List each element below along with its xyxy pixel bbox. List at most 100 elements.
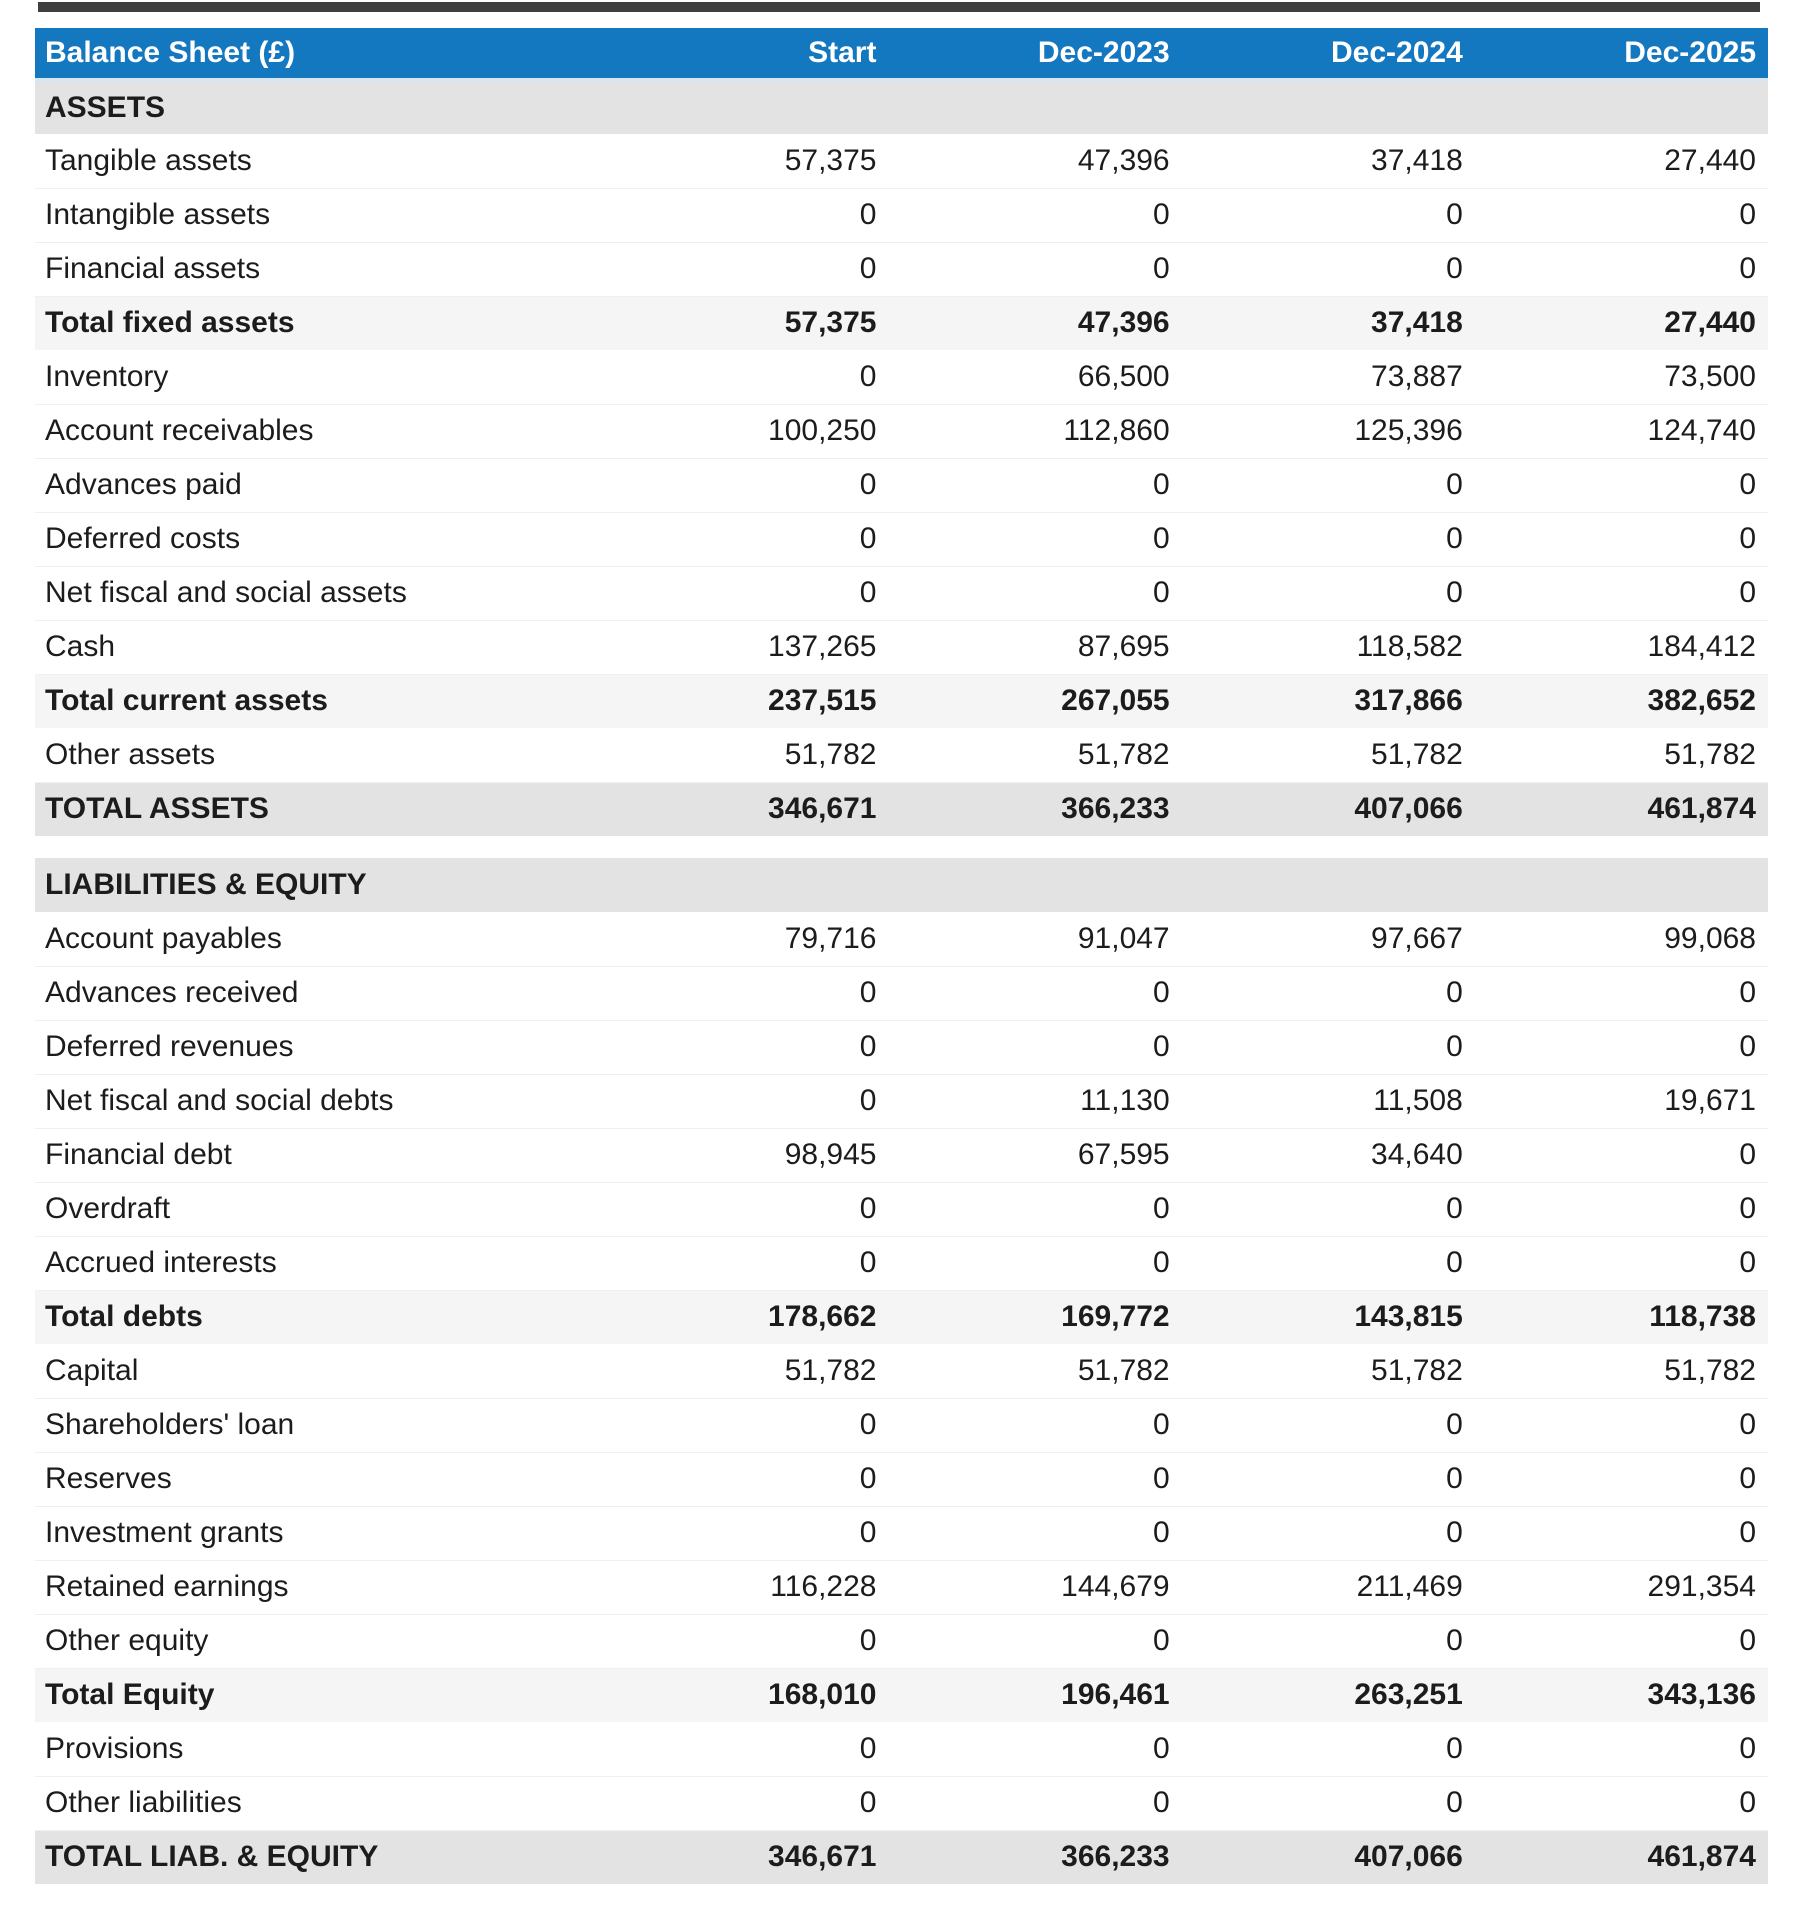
row-label: Capital bbox=[45, 1353, 139, 1387]
row-label: Net fiscal and social debts bbox=[45, 1084, 394, 1117]
cell-value: 112,860 bbox=[1063, 414, 1170, 447]
cell-value bbox=[1475, 858, 1768, 912]
row-label: TOTAL LIAB. & EQUITY bbox=[45, 1840, 379, 1874]
cell-value: 0 bbox=[1739, 198, 1756, 231]
cell-value: 91,047 bbox=[1077, 921, 1170, 955]
cell-value: 137,265 bbox=[768, 630, 877, 663]
cell-value: 51,782 bbox=[1371, 737, 1463, 771]
row-label: Other liabilities bbox=[45, 1786, 242, 1819]
cell-value: 0 bbox=[1152, 1786, 1170, 1819]
cell-value: 0 bbox=[859, 198, 877, 231]
table-row: Total fixed assets 57,375 47,396 37,418 27,4… bbox=[35, 296, 1768, 350]
cell-value: 0 bbox=[859, 976, 877, 1009]
cell-value: 51,782 bbox=[1371, 1353, 1463, 1387]
cell-value: 97,667 bbox=[1371, 921, 1463, 955]
cell-value: 0 bbox=[859, 1192, 877, 1225]
row-label: Intangible assets bbox=[45, 198, 271, 231]
cell-value: 0 bbox=[1152, 468, 1170, 501]
cell-value: 346,671 bbox=[768, 1840, 877, 1874]
cell-value: 0 bbox=[1152, 1731, 1170, 1765]
table-row: Capital 51,782 51,782 51,782 51,782 bbox=[35, 1344, 1768, 1398]
cell-value: 100,250 bbox=[768, 414, 877, 447]
cell-value: 0 bbox=[859, 1624, 877, 1657]
cell-value: 87,695 bbox=[1077, 630, 1170, 663]
row-label: Net fiscal and social assets bbox=[45, 576, 407, 609]
column-header-dec-2023: Dec-2023 bbox=[888, 28, 1182, 82]
table-row: Provisions 0 0 0 0 bbox=[35, 1722, 1768, 1776]
cell-value: 0 bbox=[1446, 1731, 1463, 1765]
cell-value: 0 bbox=[1446, 1246, 1463, 1279]
spacer-cell bbox=[35, 836, 1768, 858]
row-label: Advances received bbox=[45, 976, 299, 1009]
table-row: Account receivables 100,250 112,860 125,396… bbox=[35, 404, 1768, 458]
table-row: Tangible assets 57,375 47,396 37,418 27,440 bbox=[35, 134, 1768, 188]
cell-value: 0 bbox=[859, 1408, 877, 1441]
table-row: Shareholders' loan 0 0 0 0 bbox=[35, 1398, 1768, 1452]
cell-value: 0 bbox=[1446, 1786, 1463, 1819]
cell-value: 98,945 bbox=[784, 1138, 877, 1171]
row-label: Total fixed assets bbox=[45, 306, 295, 340]
cell-value: 0 bbox=[1446, 976, 1463, 1009]
cell-value: 0 bbox=[1152, 576, 1170, 609]
cell-value: 169,772 bbox=[1061, 1300, 1170, 1334]
cell-value: 0 bbox=[859, 1786, 877, 1819]
table-row: Retained earnings 116,228 144,679 211,469 29… bbox=[35, 1560, 1768, 1614]
cell-value: 0 bbox=[1446, 198, 1463, 231]
cell-value: 51,782 bbox=[784, 737, 877, 771]
cell-value: 116,228 bbox=[770, 1570, 877, 1603]
cell-value: 37,418 bbox=[1371, 143, 1463, 177]
table-row: Inventory 0 66,500 73,887 73,500 bbox=[35, 350, 1768, 404]
cell-value: 0 bbox=[1152, 252, 1170, 285]
cell-value: 0 bbox=[1739, 976, 1756, 1009]
cell-value: 0 bbox=[1739, 1731, 1756, 1765]
cell-value: 118,582 bbox=[1356, 630, 1463, 663]
table-row: LIABILITIES & EQUITY bbox=[35, 858, 1768, 912]
cell-value: 51,782 bbox=[1077, 737, 1170, 771]
cell-value: 346,671 bbox=[768, 792, 877, 826]
cell-value: 27,440 bbox=[1664, 143, 1756, 177]
cell-value: 0 bbox=[1152, 1408, 1170, 1441]
cell-value: 0 bbox=[1152, 1246, 1170, 1279]
cell-value: 0 bbox=[1446, 1516, 1463, 1549]
cell-value: 291,354 bbox=[1647, 1570, 1756, 1603]
cell-value: 125,396 bbox=[1354, 414, 1463, 447]
cell-value: 51,782 bbox=[1664, 737, 1756, 771]
cell-value: 0 bbox=[1446, 468, 1463, 501]
row-label: Deferred costs bbox=[45, 522, 241, 555]
row-label: Deferred revenues bbox=[45, 1030, 294, 1063]
cell-value: 124,740 bbox=[1647, 414, 1756, 447]
cell-value: 0 bbox=[1152, 1624, 1170, 1657]
cell-value: 461,874 bbox=[1647, 792, 1756, 826]
cell-value: 237,515 bbox=[768, 684, 877, 718]
cell-value: 0 bbox=[1152, 1192, 1170, 1225]
row-label: ASSETS bbox=[45, 91, 166, 124]
table-row: Financial debt 98,945 67,595 34,640 0 bbox=[35, 1128, 1768, 1182]
cell-value: 0 bbox=[1739, 1138, 1756, 1171]
table-row: TOTAL ASSETS 346,671 366,233 407,066 461,874 bbox=[35, 782, 1768, 836]
cell-value: 51,782 bbox=[1664, 1353, 1756, 1387]
table-row: Total Equity 168,010 196,461 263,251 343,136 bbox=[35, 1668, 1768, 1722]
cell-value: 27,440 bbox=[1664, 306, 1756, 340]
cell-value: 0 bbox=[1446, 522, 1463, 555]
cell-value: 73,500 bbox=[1664, 359, 1756, 393]
cell-value bbox=[888, 858, 1181, 912]
top-divider bbox=[38, 2, 1760, 12]
cell-value: 0 bbox=[859, 1084, 877, 1117]
row-label: Inventory bbox=[45, 359, 169, 393]
table-body: ASSETS Tangible assets 57,375 47,396 37,418 2… bbox=[35, 80, 1768, 1884]
cell-value: 144,679 bbox=[1061, 1570, 1170, 1603]
cell-value: 0 bbox=[1446, 576, 1463, 609]
spacer-row bbox=[35, 836, 1768, 858]
row-label: Account payables bbox=[45, 921, 282, 955]
row-label: Advances paid bbox=[45, 468, 242, 501]
cell-value: 0 bbox=[1739, 1192, 1756, 1225]
cell-value: 66,500 bbox=[1077, 359, 1170, 393]
cell-value: 11,508 bbox=[1373, 1084, 1463, 1117]
cell-value: 47,396 bbox=[1077, 143, 1170, 177]
cell-value: 11,130 bbox=[1080, 1084, 1170, 1117]
cell-value bbox=[595, 80, 888, 134]
cell-value: 143,815 bbox=[1354, 1300, 1463, 1334]
cell-value: 51,782 bbox=[1077, 1353, 1170, 1387]
row-label: Total current assets bbox=[45, 684, 328, 718]
cell-value: 0 bbox=[859, 1030, 877, 1063]
